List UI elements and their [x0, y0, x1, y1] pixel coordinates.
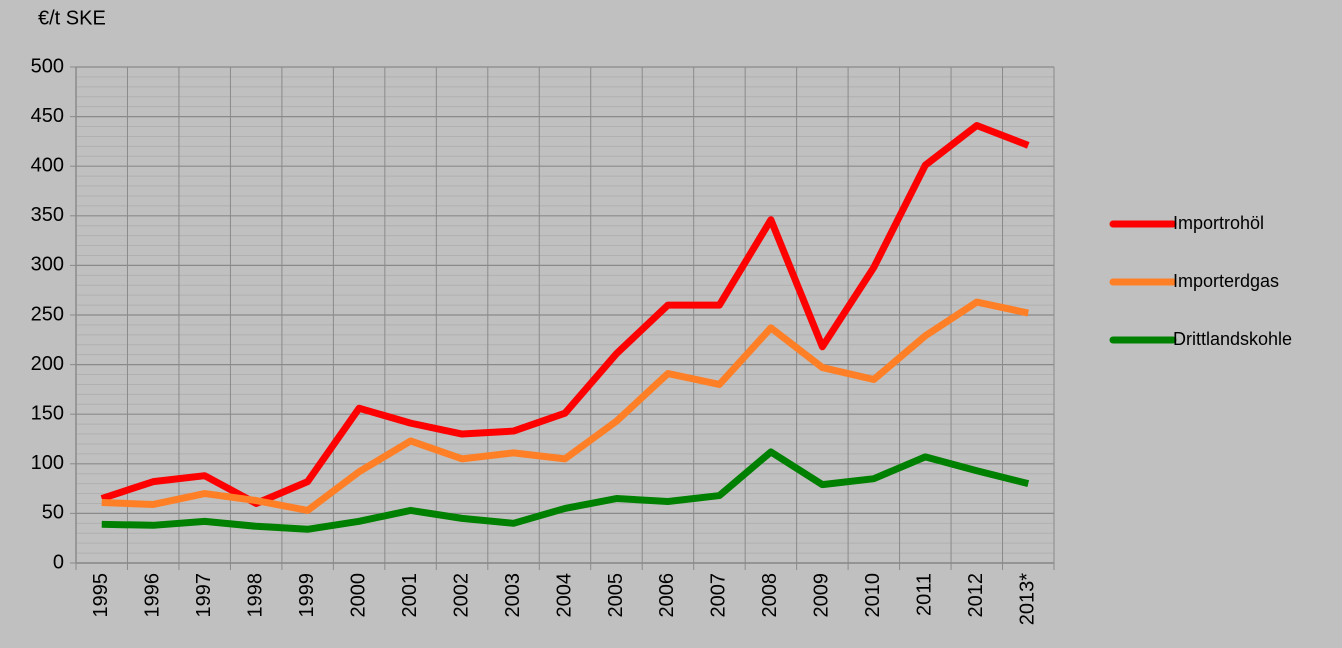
x-tick-label: 2009 [811, 573, 833, 618]
x-tick-label: 2002 [450, 573, 472, 618]
legend-label: Importerdgas [1173, 271, 1279, 291]
x-tick-label: 2013* [1017, 573, 1039, 625]
y-axis-label: €/t SKE [38, 7, 106, 29]
x-tick-label: 1995 [90, 573, 112, 618]
y-tick-label: 0 [53, 551, 64, 573]
legend-label: Importrohöl [1173, 213, 1264, 233]
x-tick-label: 1996 [141, 573, 163, 618]
y-tick-label: 500 [31, 55, 64, 77]
x-tick-label: 1998 [244, 573, 266, 618]
y-tick-label: 400 [31, 154, 64, 176]
series-line [101, 448, 1030, 533]
x-tick-label: 2012 [965, 573, 987, 618]
x-tick-label: 2000 [347, 573, 369, 618]
x-tick-label: 2007 [708, 573, 730, 618]
x-tick-label: 1999 [296, 573, 318, 618]
x-tick-label: 2006 [656, 573, 678, 618]
y-tick-label: 200 [31, 353, 64, 375]
y-tick-label: 350 [31, 204, 64, 226]
x-tick-label: 2001 [399, 573, 421, 618]
y-tick-label: 300 [31, 254, 64, 276]
x-tick-label: 2005 [605, 573, 627, 618]
y-tick-label: 50 [42, 502, 64, 524]
x-tick-label: 2004 [553, 573, 575, 618]
x-tick-label: 1997 [193, 573, 215, 618]
y-tick-label: 150 [31, 402, 64, 424]
legend-label: Drittlandskohle [1173, 329, 1292, 349]
x-tick-label: 2003 [502, 573, 524, 618]
y-tick-label: 100 [31, 452, 64, 474]
series-line [101, 298, 1029, 514]
x-tick-label: 2008 [759, 573, 781, 618]
x-tick-label: 2011 [914, 573, 936, 616]
x-tick-label: 2010 [862, 573, 884, 618]
y-tick-label: 250 [31, 303, 64, 325]
y-tick-label: 450 [31, 105, 64, 127]
